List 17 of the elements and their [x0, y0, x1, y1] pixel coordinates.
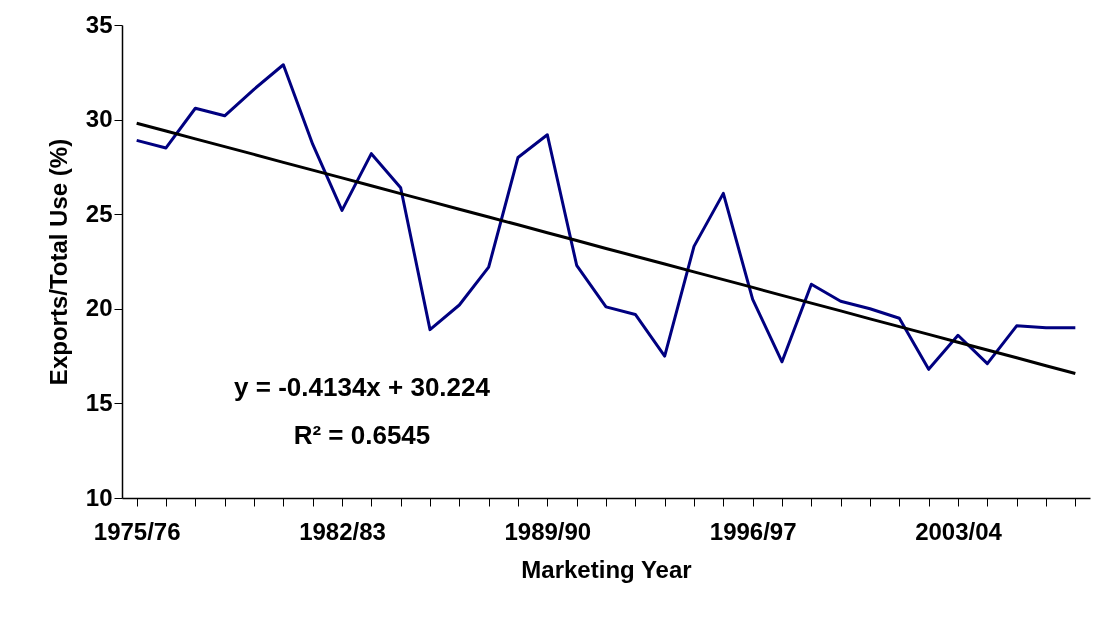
- x-tick-label: 1982/83: [299, 517, 386, 545]
- x-tick-label: 1975/76: [93, 517, 181, 545]
- y-tick-label: 20: [85, 294, 113, 322]
- annotation: R² = 0.6545: [293, 420, 431, 450]
- x-axis-title: Marketing Year: [521, 555, 692, 583]
- line-series: [135, 121, 1077, 376]
- x-tick-label: 1989/90: [504, 517, 592, 545]
- y-axis-title: Exports/Total Use (%): [44, 138, 72, 386]
- x-tick-label: 2003/04: [915, 517, 1003, 545]
- x-tick-label: 1996/97: [709, 517, 797, 545]
- line-series: [135, 63, 1077, 371]
- y-tick-label: 30: [85, 105, 113, 133]
- y-tick-label: 35: [85, 10, 113, 38]
- y-tick-label: 10: [85, 483, 113, 511]
- annotation: y = -0.4134x + 30.224: [234, 372, 491, 402]
- y-tick-label: 25: [85, 199, 113, 227]
- y-tick-label: 15: [85, 388, 113, 416]
